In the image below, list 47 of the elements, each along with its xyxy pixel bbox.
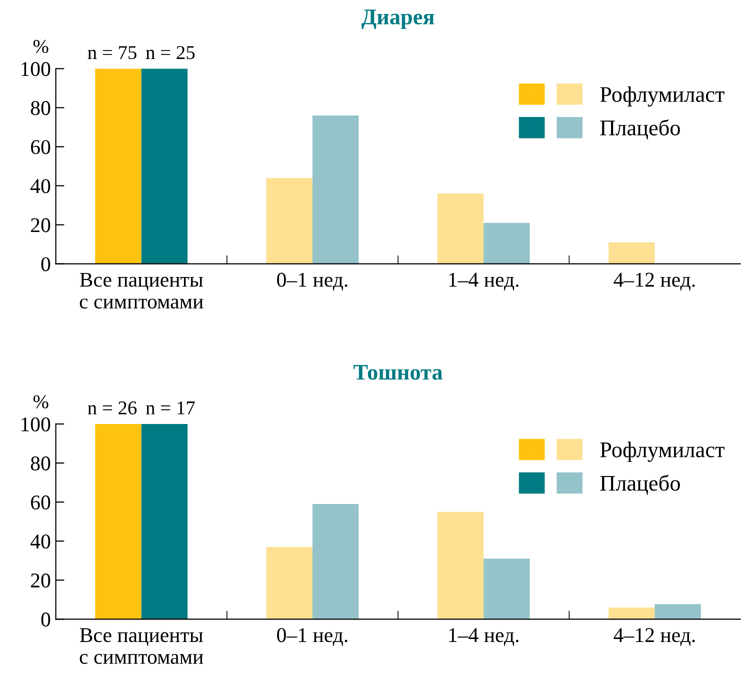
- annotation: n = 17: [146, 401, 195, 414]
- y-tick-label: 0: [41, 612, 50, 627]
- y-tick-label: 20: [31, 574, 50, 588]
- annotation: n = 26: [88, 401, 137, 414]
- y-tick-label: 60: [31, 495, 50, 510]
- x-tick-label: 0–1 нед.: [277, 272, 348, 291]
- bar: [95, 424, 142, 620]
- bar: [437, 512, 484, 620]
- annotation: n = 25: [146, 46, 195, 60]
- bar: [141, 424, 188, 620]
- x-tick-label: 4–12 нед.: [614, 272, 695, 291]
- y-tick-label: 60: [31, 140, 50, 154]
- bar: [141, 68, 188, 264]
- bar: [484, 558, 530, 620]
- bar: [312, 115, 359, 264]
- bar: [312, 504, 359, 620]
- bar: [266, 178, 312, 264]
- chart-title: Тошнота: [354, 364, 443, 380]
- y-tick-label: 100: [22, 417, 50, 432]
- annotation: n = 75: [88, 46, 136, 60]
- legend-label: Плацебо: [600, 119, 680, 140]
- y-tick-label: 40: [30, 179, 50, 194]
- x-tick-label: 0–1 нед.: [277, 628, 348, 646]
- bar: [654, 604, 701, 620]
- legend-label: Плацебо: [600, 474, 680, 495]
- bar: [266, 546, 312, 620]
- legend-label: Рофлумиласт: [600, 86, 724, 107]
- bar: [608, 607, 655, 620]
- y-tick-label: 80: [30, 101, 50, 116]
- bar: [437, 194, 484, 264]
- bar: [608, 242, 655, 264]
- x-tick-label: 1–4 нед.: [449, 272, 518, 291]
- legend-label: Рофлумиласт: [600, 442, 724, 462]
- chart-title: Диарея: [361, 10, 434, 29]
- y-tick-label: 20: [31, 218, 50, 232]
- y-axis-title: %: [33, 40, 48, 54]
- x-tick-label: Все пациенты с симптомами: [80, 628, 204, 664]
- y-tick-label: 100: [22, 62, 50, 76]
- x-tick-label: Все пациенты с симптомами: [80, 272, 204, 309]
- y-tick-label: 40: [30, 534, 50, 549]
- y-tick-label: 0: [41, 257, 50, 272]
- x-tick-label: 1–4 нед.: [449, 628, 518, 646]
- bar: [95, 68, 142, 264]
- bar: [484, 222, 530, 264]
- y-tick-label: 80: [30, 456, 50, 470]
- y-axis-title: %: [33, 395, 48, 408]
- x-tick-label: 4–12 нед.: [614, 628, 695, 646]
